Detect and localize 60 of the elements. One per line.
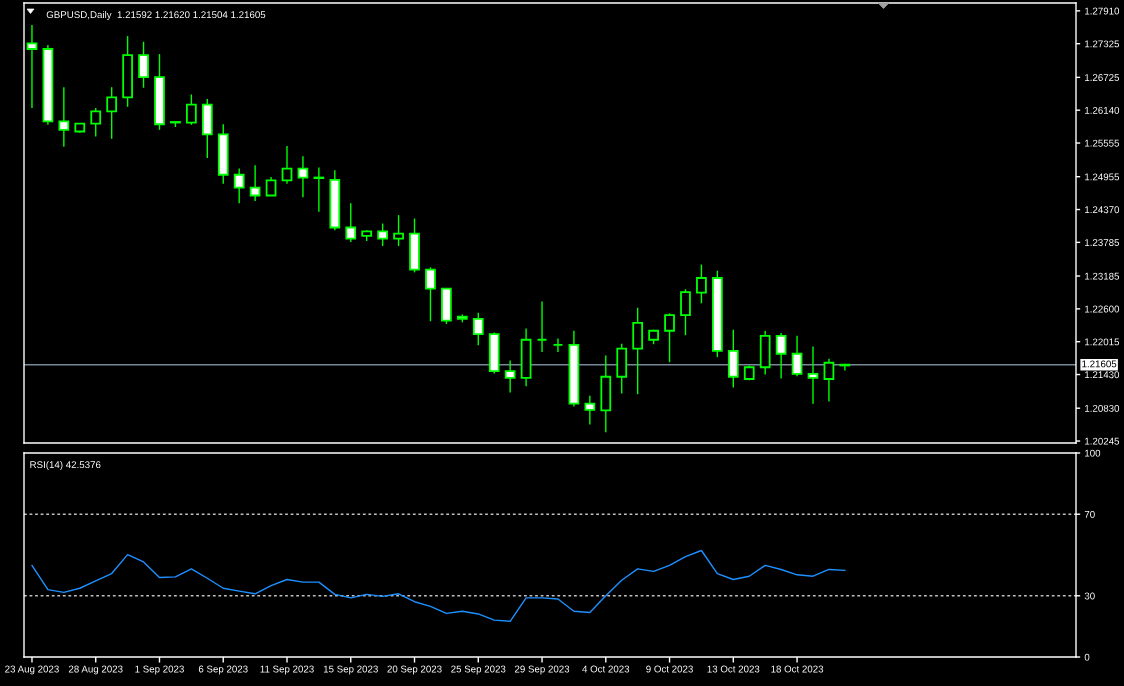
candlestick	[26, 24, 38, 109]
y-tick-label: 70	[1084, 510, 1095, 518]
candlestick	[664, 312, 675, 363]
x-tick-label: 11 Sep 2023	[260, 665, 314, 675]
y-tick-label: 100	[1085, 449, 1101, 457]
candlestick	[472, 312, 484, 347]
y-tick-label: 1.23185	[1085, 272, 1120, 280]
x-tick-label: 25 Sep 2023	[451, 665, 506, 675]
y-tick-label: 1.24955	[1085, 173, 1120, 181]
candlestick	[584, 395, 596, 426]
line-series	[31, 549, 846, 622]
candlestick	[281, 145, 293, 185]
candlestick	[90, 107, 102, 138]
y-tick-label: 1.24370	[1085, 206, 1120, 214]
y-tick-label: 1.25555	[1085, 139, 1120, 147]
y-tick-label: 1.23785	[1085, 239, 1120, 246]
y-tick-label: 1.20830	[1085, 404, 1120, 412]
x-tick-label: 29 Sep 2023	[514, 665, 570, 675]
candlestick	[265, 176, 277, 197]
text: GBPUSD,Daily 1.21592 1.21620 1.21504 1.21605	[46, 10, 266, 21]
y-tick-label: 1.21430	[1085, 371, 1120, 379]
candlestick	[791, 335, 803, 377]
candlestick	[377, 222, 389, 247]
x-tick-label: 28 Aug 2023	[68, 665, 123, 675]
y-tick-label: 1.27910	[1085, 7, 1120, 15]
x-tick-label: 18 Oct 2023	[771, 665, 824, 673]
candlestick	[504, 359, 516, 394]
x-tick-label: 9 Oct 2023	[646, 665, 693, 673]
y-tick-label: 1.22015	[1085, 338, 1120, 346]
candlestick	[138, 41, 149, 89]
y-tick-label: 1.26725	[1085, 74, 1120, 81]
candlestick	[696, 263, 707, 304]
candlestick	[233, 167, 245, 205]
y-tick-label: 1.27325	[1085, 40, 1120, 48]
ref-line-label: 1.21605	[1082, 360, 1117, 368]
candlestick	[775, 332, 787, 380]
y-tick-label: 1.20245	[1085, 437, 1120, 445]
candlestick	[106, 86, 118, 140]
x-tick-label: 4 Oct 2023	[582, 665, 630, 673]
candlestick	[393, 214, 404, 247]
y-tick-label: 1.22600	[1085, 305, 1120, 313]
candlestick	[425, 266, 436, 322]
text: RSI(14) 42.5376	[30, 460, 101, 471]
candlestick	[823, 358, 835, 403]
candlestick	[185, 93, 197, 126]
x-tick-label: 1 Sep 2023	[135, 665, 184, 675]
candlestick	[345, 202, 357, 243]
candlestick	[249, 164, 261, 202]
x-tick-label: 23 Aug 2023	[5, 665, 59, 675]
y-tick-label: 1.26140	[1085, 106, 1120, 114]
candlestick	[807, 345, 819, 405]
y-tick-label: 30	[1084, 592, 1095, 600]
x-tick-label: 13 Oct 2023	[707, 665, 760, 673]
candlestick	[680, 288, 691, 336]
x-tick-label: 6 Sep 2023	[198, 665, 248, 675]
x-tick-label: 20 Sep 2023	[387, 665, 442, 675]
candlestick	[313, 166, 325, 213]
y-tick-label: 0	[1084, 653, 1090, 661]
x-tick-label: 15 Sep 2023	[323, 665, 378, 675]
candlestick	[58, 86, 70, 148]
